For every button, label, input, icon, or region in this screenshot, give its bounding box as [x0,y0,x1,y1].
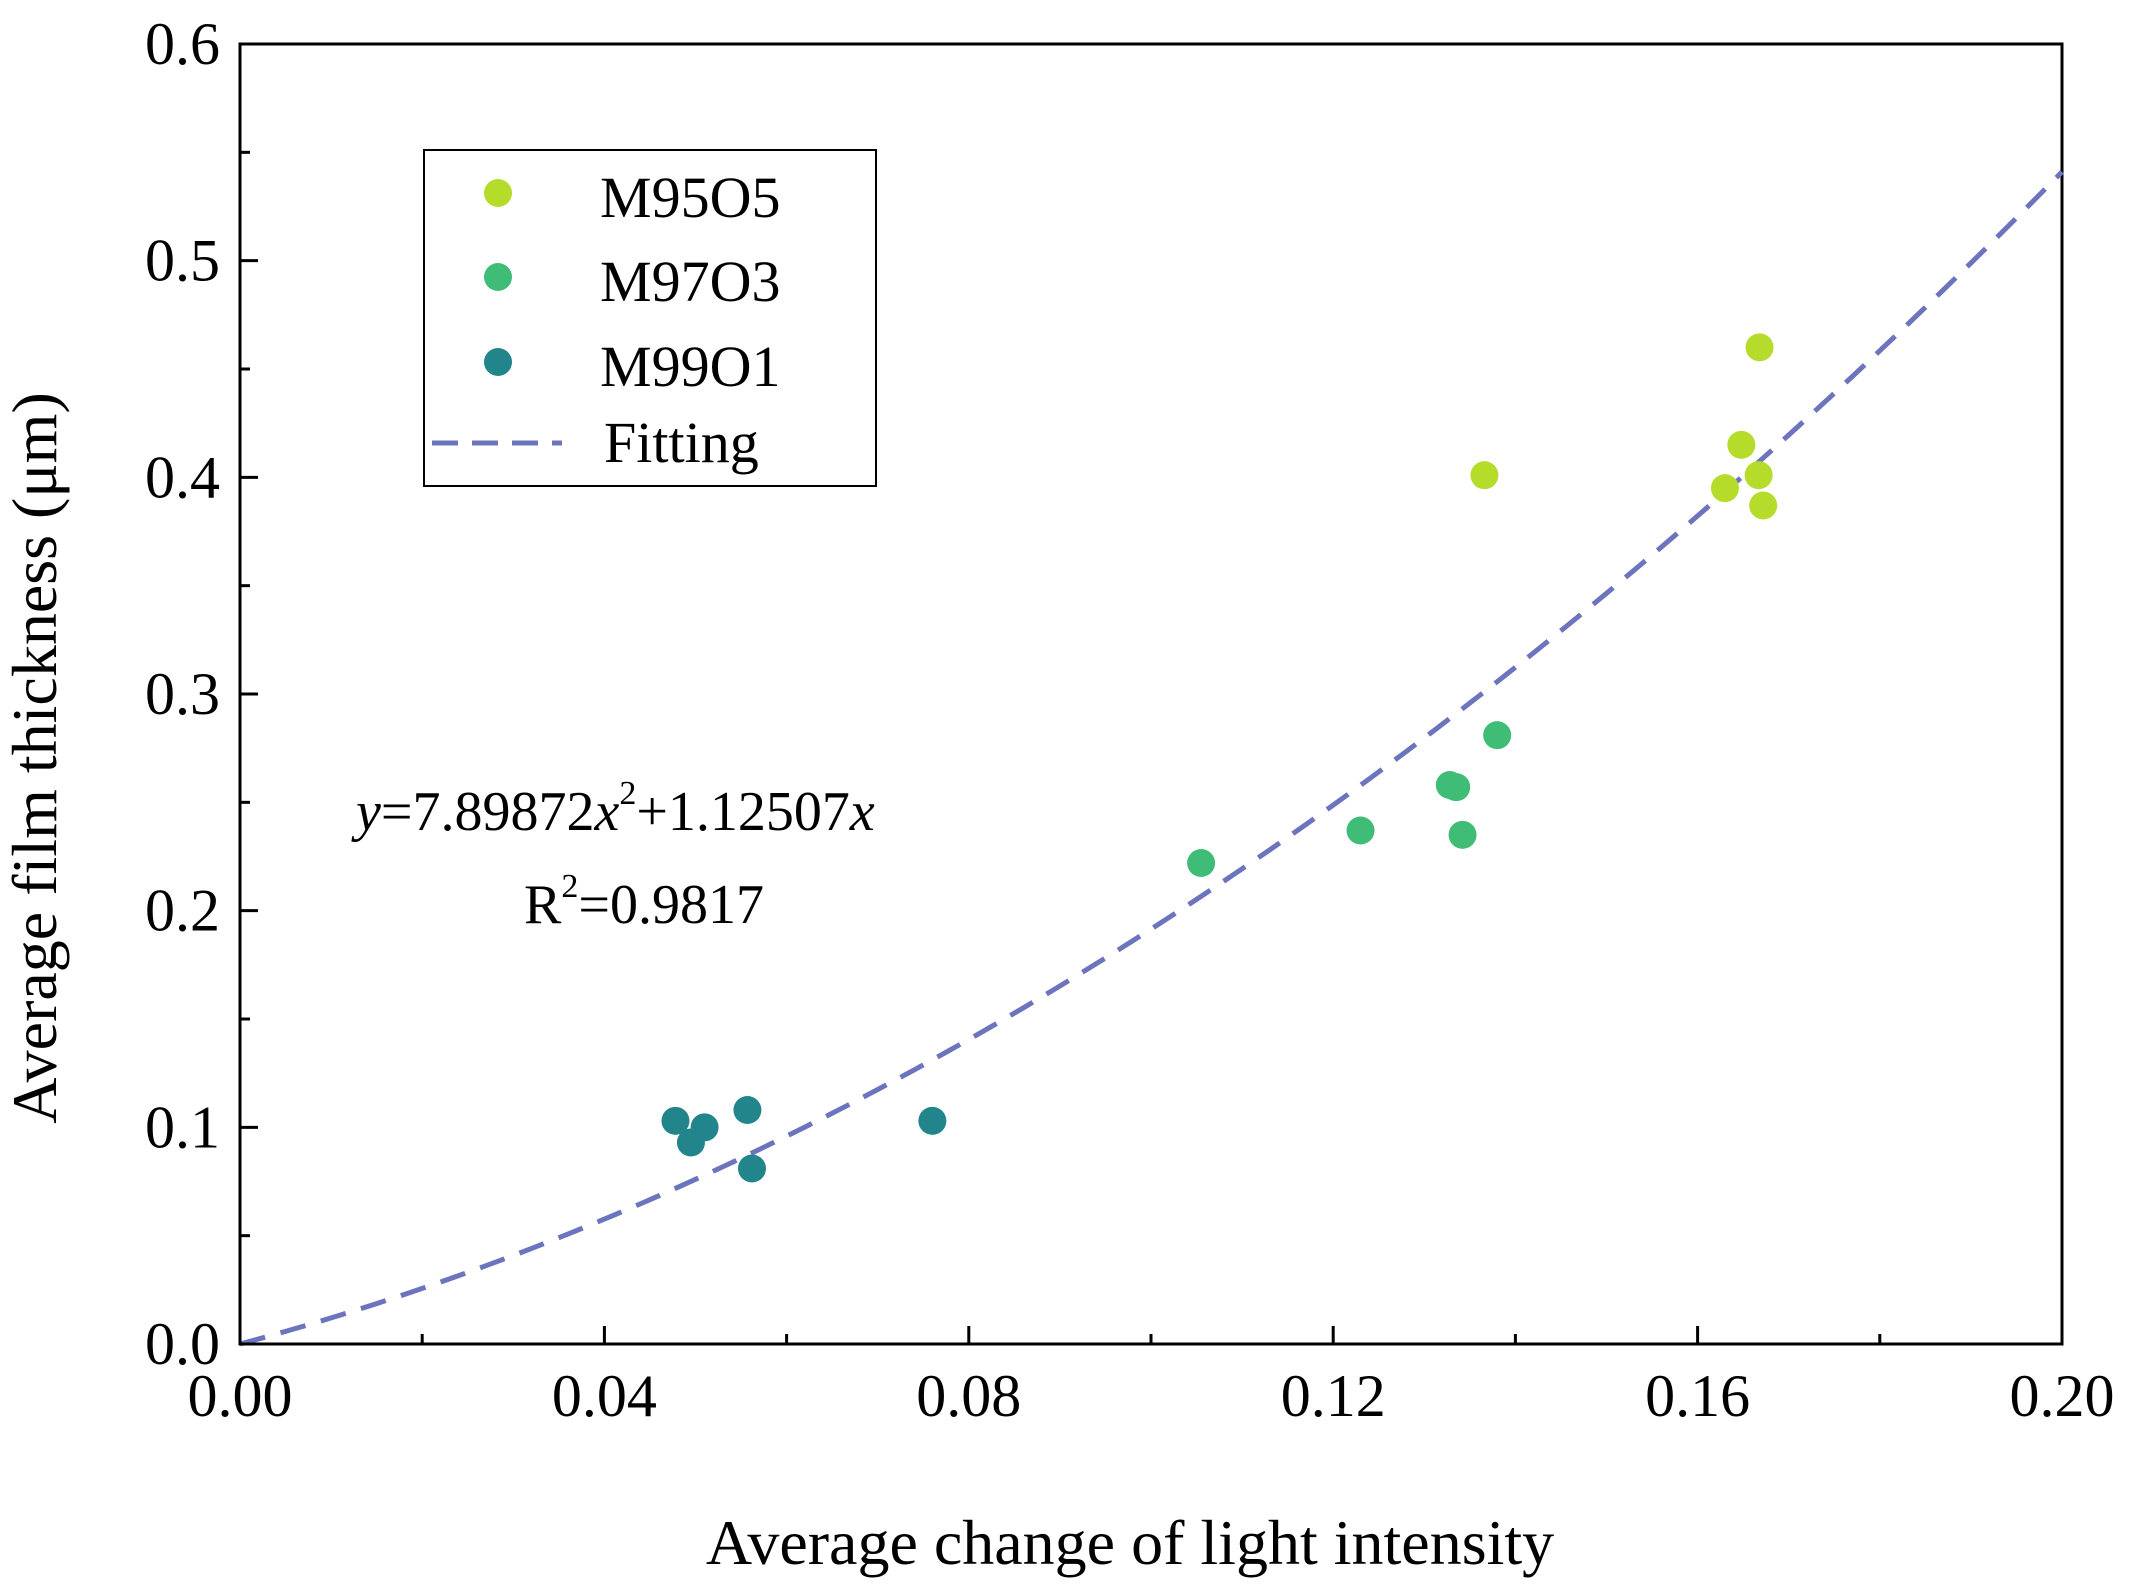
y-tick-label: 0.5 [145,228,220,294]
equation-exponent: 2 [619,775,636,812]
legend-label-m99o1: M99O1 [600,334,780,399]
legend-label-fitting: Fitting [604,410,759,475]
y-tick-label: 0.1 [145,1094,220,1160]
y-tick-label: 0.3 [145,661,220,727]
point-m95o5 [1745,333,1774,362]
x-tick-label: 0.12 [1281,1363,1386,1429]
point-m99o1 [690,1113,719,1142]
r-squared-value: =0.9817 [578,874,764,936]
x-tick-label: 0.08 [916,1363,1021,1429]
r-squared-exponent: 2 [561,868,578,905]
point-m97o3 [1442,773,1471,802]
point-m99o1 [733,1096,762,1124]
legend-label-m97o3: M97O3 [600,249,780,314]
point-m95o5 [1749,491,1778,520]
legend-marker-m97o3 [484,263,512,291]
equation-y-variable: y [351,781,381,843]
point-m95o5 [1744,461,1773,490]
legend: M95O5 M97O3 M99O1 Fitting [423,149,877,487]
y-tick-label: 0.4 [145,444,220,510]
equation-coefficient-b: +1.12507 [636,781,850,843]
equation-x-variable: x [593,781,619,843]
point-m95o5 [1710,474,1739,503]
y-tick-label: 0.0 [145,1311,220,1377]
legend-label-m95o5: M95O5 [600,165,780,230]
point-m97o3 [1483,721,1512,750]
y-tick-label: 0.2 [145,878,220,944]
point-m97o3 [1448,820,1477,849]
equation-coefficient-a: =7.89872 [381,781,595,843]
point-m99o1 [661,1106,690,1135]
point-m95o5 [1727,430,1756,459]
legend-marker-m95o5 [484,179,512,207]
r-squared-label: R [524,874,562,936]
scatter-points-layer [661,333,1778,1183]
y-tick-label: 0.6 [145,11,220,77]
point-m99o1 [737,1154,766,1183]
point-m97o3 [1187,849,1216,877]
axis-ticks-layer: 0.00 0.04 0.08 0.12 0.16 0.20 0.0 0.1 0.2 0.3 0.4 0… [145,11,2115,1429]
x-tick-label: 0.20 [2010,1363,2115,1429]
x-tick-label: 0.00 [188,1363,293,1429]
x-axis-title: Average change of light intensity [706,1507,1554,1578]
point-m95o5 [1470,461,1499,490]
legend-marker-m99o1 [484,348,512,376]
fit-equation: y=7.89872x2+1.12507x [351,775,875,843]
point-m97o3 [1346,816,1375,845]
y-axis-title: Average film thickness (μm) [0,392,70,1124]
point-m99o1 [918,1106,947,1135]
r-squared: R2=0.9817 [524,868,764,936]
x-tick-label: 0.16 [1645,1363,1750,1429]
x-tick-label: 0.04 [552,1363,657,1429]
equation-x-variable-2: x [849,781,875,843]
